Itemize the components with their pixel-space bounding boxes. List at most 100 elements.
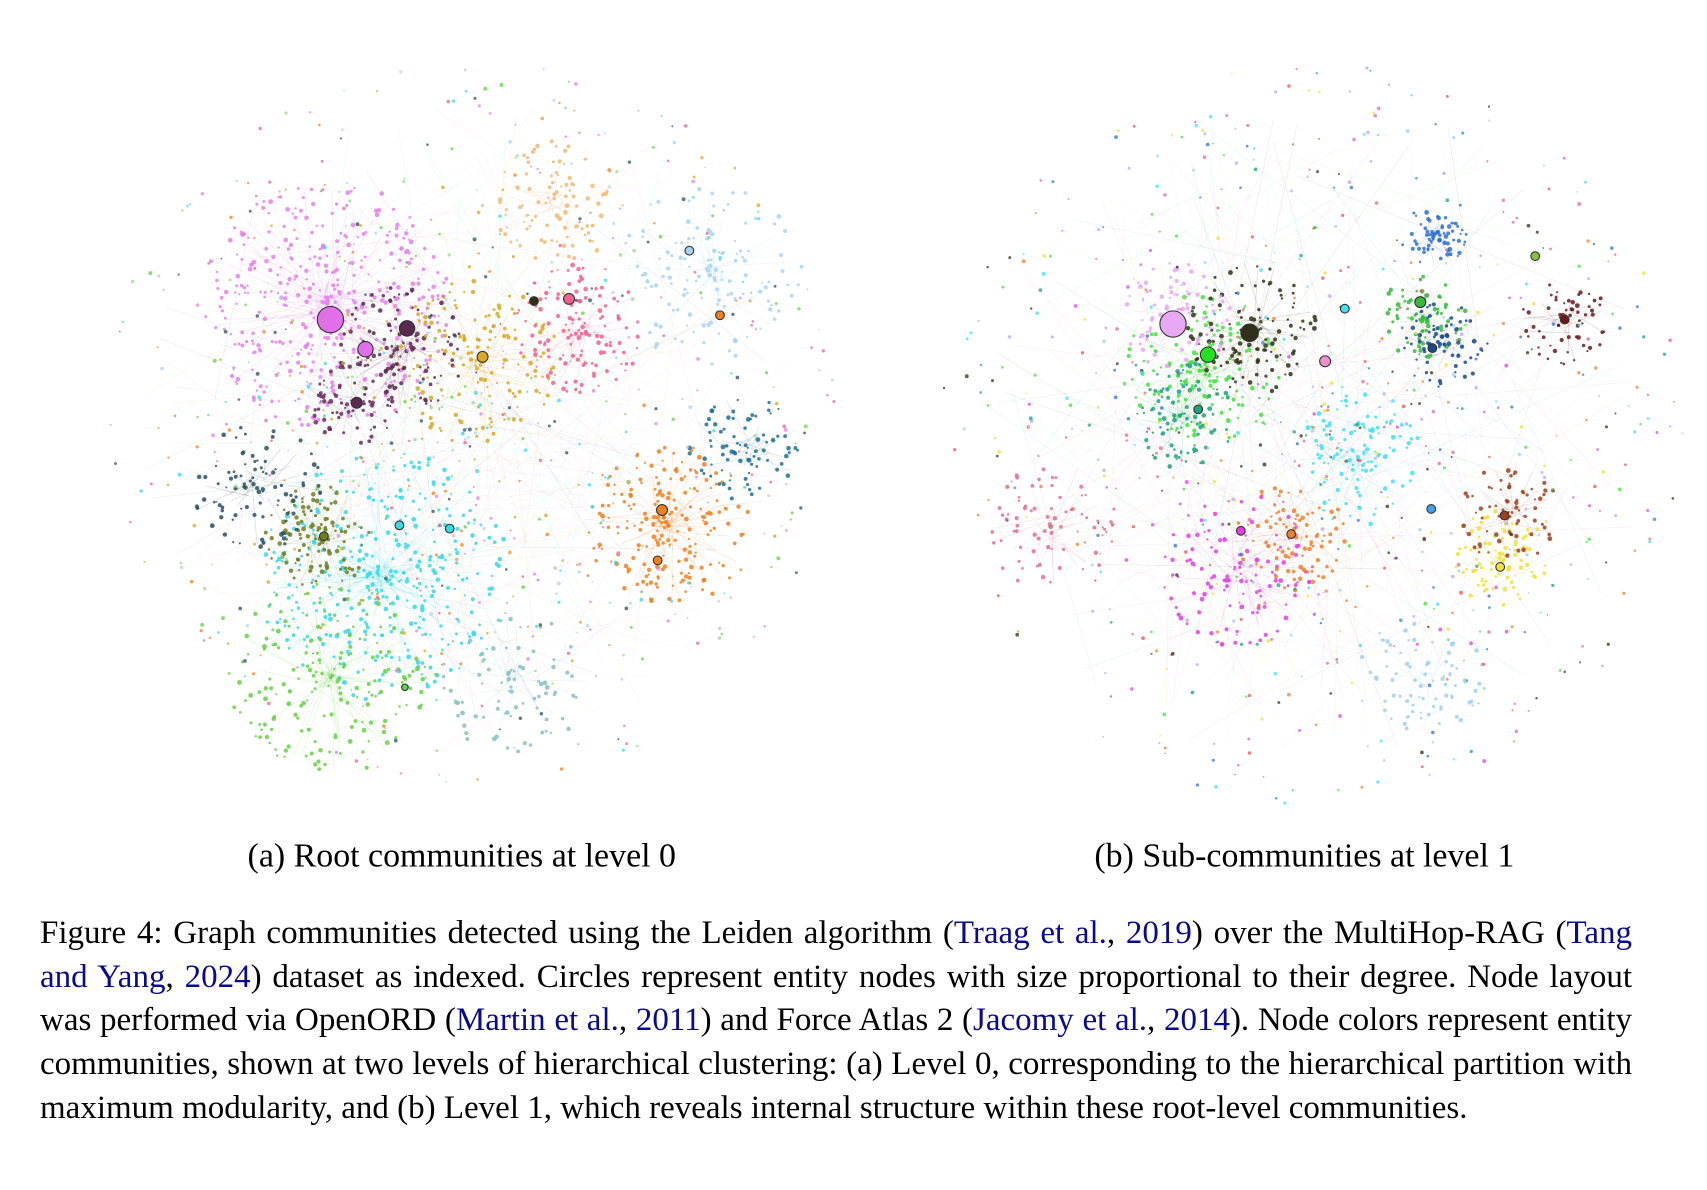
node [1462,374,1467,379]
node [1424,355,1428,359]
node [290,257,294,261]
node [406,292,410,296]
node [488,416,492,421]
node [722,209,725,212]
edge [374,575,438,609]
node [325,386,329,389]
edge [583,322,630,360]
node [282,508,286,512]
node [620,362,623,366]
edge [1325,411,1428,574]
node [275,754,279,757]
node [1134,396,1138,399]
edge [726,400,752,447]
node [361,301,366,306]
node [545,393,550,398]
edge [360,348,404,374]
node [518,716,523,721]
edge [1424,216,1439,242]
node [739,532,744,538]
node [1433,331,1439,337]
node [353,242,356,245]
node [389,251,394,256]
edge [1371,375,1550,645]
node [325,254,329,258]
node [428,382,433,387]
node [407,673,412,678]
node [485,438,490,443]
node [388,602,392,606]
edge [294,685,324,755]
node [379,191,385,196]
node [346,242,352,248]
node [654,421,658,426]
node [257,690,262,694]
node [696,389,699,392]
node [497,699,501,703]
edge [559,374,718,656]
node [270,470,276,475]
node [1386,329,1392,334]
node [396,311,402,316]
edge [1227,442,1322,680]
node [532,147,537,152]
node [312,652,315,655]
node [507,388,512,393]
node [1195,352,1199,356]
node [333,500,338,505]
node [384,740,390,746]
edge [374,525,432,574]
node [341,558,346,563]
node [616,314,620,318]
edge [267,622,320,676]
node [693,469,697,472]
node [1437,385,1440,388]
node [459,641,464,645]
node [354,306,358,310]
edge [373,483,381,569]
node [476,188,478,191]
node [471,548,476,552]
node [561,559,565,562]
node [242,232,246,236]
node [388,230,391,233]
node [288,242,294,248]
node [1211,379,1217,384]
node [1581,343,1586,348]
node [260,728,263,732]
node [333,667,336,671]
node [382,341,386,345]
node [331,383,335,388]
node [1222,347,1225,351]
node [1453,364,1458,368]
node [525,227,529,231]
edge [1321,451,1352,467]
node [512,669,516,673]
edge [351,258,573,467]
node [323,614,328,620]
edge [1084,595,1288,669]
node [237,398,241,401]
edge [290,564,383,573]
node [563,361,568,366]
node [672,498,676,502]
node [255,202,259,206]
nodes [109,68,836,783]
node [1443,302,1449,308]
node [291,511,296,516]
edge [428,162,636,366]
node [323,506,327,510]
node [338,365,343,370]
node [502,350,505,353]
edge [583,320,621,329]
node [429,421,435,427]
node [342,206,346,211]
node [513,173,517,177]
edge [711,220,723,273]
node [761,281,764,284]
node [499,323,502,325]
node [521,437,525,441]
edge [515,651,579,680]
node [506,381,510,385]
node [370,554,374,558]
